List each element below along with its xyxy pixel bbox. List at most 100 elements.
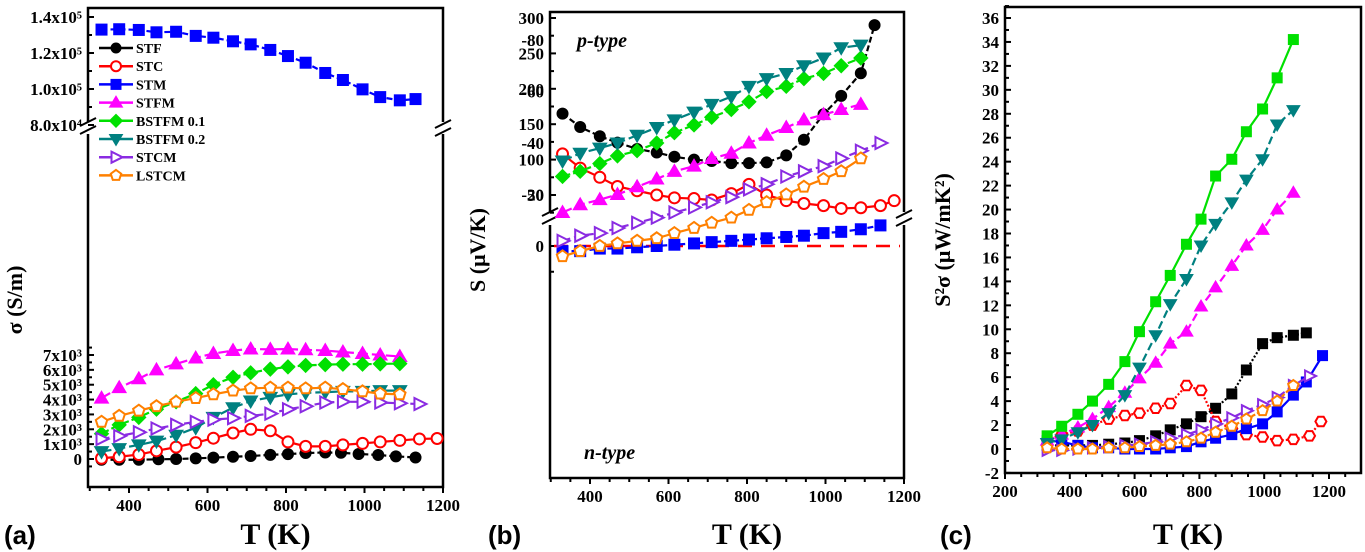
data-point <box>319 394 335 411</box>
y-tick-label: 6x10³ <box>43 361 82 380</box>
data-point <box>852 96 869 110</box>
y-tick-label: 36 <box>982 9 999 28</box>
data-point <box>609 186 626 200</box>
data-point <box>281 435 295 449</box>
y-tick-label: 300 <box>519 9 545 28</box>
data-point <box>244 422 258 436</box>
legend-label: STCM <box>136 151 176 166</box>
panel-c: 200 400 600 800 1000 1200-2024681012141618202… <box>930 5 1363 551</box>
series-lstcm <box>555 151 868 263</box>
data-point <box>189 436 203 450</box>
y-axis-title: S²σ (μW/mK²) <box>930 173 955 307</box>
data-point <box>264 43 277 56</box>
panel-label-c: (c) <box>940 520 972 550</box>
data-point <box>108 113 124 129</box>
data-point <box>854 67 867 80</box>
data-point <box>667 225 682 239</box>
y-tick-label: -60 <box>521 83 544 102</box>
data-point <box>1286 378 1300 391</box>
y-tick-label: 16 <box>982 248 999 267</box>
data-point <box>263 380 278 394</box>
data-point <box>593 130 606 143</box>
data-point <box>834 201 848 215</box>
data-point <box>1224 258 1240 271</box>
data-point <box>1271 72 1283 84</box>
data-point <box>572 147 589 162</box>
data-point <box>1133 326 1145 338</box>
y-tick-label: 34 <box>982 33 1000 52</box>
data-point <box>298 381 313 395</box>
series-stc <box>95 422 444 465</box>
y-tick-label: 100 <box>519 151 545 170</box>
data-point <box>393 94 406 107</box>
data-point <box>264 448 277 461</box>
data-point <box>226 426 240 440</box>
data-point <box>1240 423 1252 435</box>
data-point <box>170 417 186 433</box>
data-point <box>833 42 850 56</box>
data-point <box>1302 430 1317 442</box>
data-point <box>207 31 220 44</box>
data-point <box>668 238 681 251</box>
y-tick-label: 22 <box>982 177 999 196</box>
data-point <box>686 117 702 133</box>
data-point <box>1285 185 1301 198</box>
data-point <box>1085 420 1100 433</box>
data-point <box>835 89 848 102</box>
data-point <box>887 194 901 208</box>
data-point <box>148 435 165 450</box>
data-point <box>335 356 351 372</box>
y-tick-label: 8 <box>991 344 1000 363</box>
data-point <box>206 431 220 445</box>
data-point <box>187 349 204 364</box>
data-point <box>742 157 755 170</box>
series-bstfm-0-2 <box>554 39 869 170</box>
data-point <box>723 91 740 105</box>
data-point <box>742 233 755 246</box>
data-point <box>93 390 110 404</box>
data-point <box>243 381 258 395</box>
data-point <box>1132 370 1147 384</box>
data-point <box>797 179 811 193</box>
data-point <box>703 98 720 113</box>
data-point <box>108 134 124 147</box>
data-point <box>591 142 608 157</box>
data-point <box>760 156 773 169</box>
data-point <box>1193 299 1209 312</box>
y-tick-label: 28 <box>982 105 999 124</box>
data-point <box>1208 279 1223 293</box>
data-point <box>1149 438 1163 451</box>
data-point <box>132 424 149 440</box>
x-axis-title: T (K) <box>1153 518 1223 551</box>
data-point <box>1180 418 1192 430</box>
data-point <box>1071 442 1085 455</box>
y-tick-label: 7x10³ <box>43 346 82 365</box>
data-point <box>354 356 371 372</box>
data-point <box>631 215 647 231</box>
y-tick-label: 150 <box>519 115 545 134</box>
x-tick-label: 400 <box>577 487 603 506</box>
data-point <box>853 151 868 165</box>
series-stfm <box>93 341 408 404</box>
data-point <box>132 23 145 36</box>
data-point <box>1118 441 1132 454</box>
data-point <box>1118 409 1132 422</box>
data-point <box>149 399 164 413</box>
x-axis: 400 600 800 1000 1200 <box>549 478 921 506</box>
series-bstfm-0-1 <box>554 50 869 185</box>
data-point <box>188 390 203 404</box>
legend-item: STFM <box>99 95 175 112</box>
data-point <box>412 432 426 446</box>
x-tick-label: 1000 <box>348 496 382 515</box>
data-point <box>318 439 332 453</box>
y-tick-label: 12 <box>982 296 999 315</box>
data-point <box>854 223 867 236</box>
data-point <box>111 379 128 394</box>
data-point <box>1070 427 1086 440</box>
data-point <box>389 450 402 463</box>
data-point <box>815 52 832 67</box>
y-tick-label: 0 <box>991 440 1000 459</box>
data-point <box>409 451 422 464</box>
